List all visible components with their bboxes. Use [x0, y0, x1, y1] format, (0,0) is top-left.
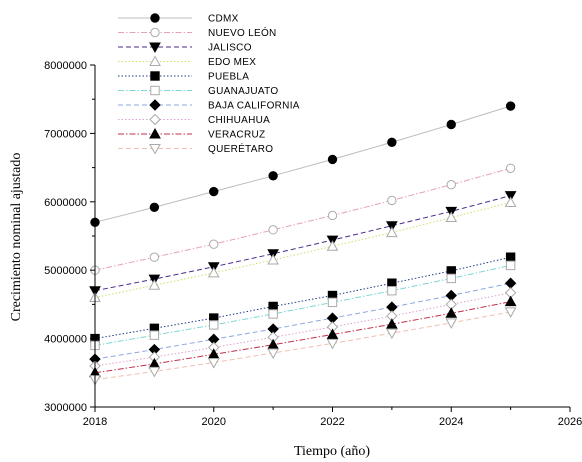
data-point [446, 180, 456, 190]
data-point [327, 154, 338, 165]
x-axis-title: Tiempo (año) [294, 444, 370, 459]
data-point [504, 295, 517, 307]
y-tick-label: 5000000 [44, 265, 87, 277]
data-point [268, 171, 278, 181]
data-point [149, 202, 160, 212]
legend-label: BAJA CALIFORNIA [208, 101, 300, 112]
data-point [148, 357, 161, 369]
legend-label: NUEVO LEÓN [208, 26, 277, 39]
data-point [209, 186, 219, 197]
x-tick-label: 2022 [320, 416, 344, 428]
legend-label: EDO MEX [208, 57, 256, 68]
y-tick-label: 7000000 [44, 128, 87, 140]
legend-label: VERACRUZ [208, 130, 265, 141]
data-point [267, 348, 279, 359]
data-point [149, 330, 160, 340]
x-tick-label: 2026 [558, 416, 582, 428]
legend-marker [150, 13, 160, 23]
data-point [268, 309, 278, 319]
data-point [387, 286, 397, 296]
data-point [207, 358, 220, 369]
legend-marker [149, 99, 161, 111]
data-point [326, 240, 339, 251]
legend-marker [149, 144, 161, 155]
legend-marker [150, 71, 160, 81]
legend-label: GUANAJUATO [208, 86, 278, 97]
series-line [94, 282, 511, 360]
legend-label: PUEBLA [208, 72, 249, 83]
x-tick-label: 2018 [83, 416, 107, 428]
y-axis-title: Crecimiento nominal ajustado [9, 153, 24, 322]
legend-label: CHIHUAHUA [208, 115, 270, 126]
data-point [148, 279, 161, 290]
legend-marker [149, 55, 161, 66]
data-point [504, 191, 517, 202]
legend-label: JALISCO [208, 43, 252, 54]
legend-label: CDMX [208, 14, 239, 25]
data-point [446, 273, 456, 284]
data-point [387, 137, 397, 147]
data-point [207, 266, 220, 278]
data-point [505, 163, 516, 173]
series-line [94, 301, 511, 374]
series-line [94, 256, 511, 340]
data-point [386, 226, 398, 238]
series-lines [94, 105, 511, 381]
data-point [386, 328, 398, 340]
series-line [94, 105, 511, 223]
series-line [94, 167, 511, 271]
data-point [504, 196, 517, 207]
legend-label: QUERÉTARO [208, 142, 273, 155]
data-point [445, 307, 458, 318]
x-tick-label: 2020 [202, 416, 226, 428]
data-point [268, 225, 278, 235]
data-point [148, 366, 161, 378]
y-tick-label: 8000000 [44, 60, 87, 72]
x-tick-label: 2024 [439, 416, 463, 428]
data-point [445, 318, 458, 329]
axes: 2018 2020 2022 2024 2026 3000000 4000000 500000… [44, 60, 582, 428]
series-line [94, 264, 511, 346]
series-line [94, 311, 511, 381]
data-point [386, 318, 398, 329]
data-point [445, 211, 458, 223]
data-point [267, 338, 279, 350]
data-point [209, 320, 219, 330]
series-line [94, 195, 511, 292]
y-tick-label: 6000000 [44, 197, 87, 209]
data-point [327, 210, 338, 221]
legend-marker [150, 85, 160, 96]
data-point [505, 252, 516, 262]
data-point [327, 297, 338, 308]
data-point [504, 307, 517, 318]
data-point [386, 221, 398, 232]
legend-marker [149, 42, 161, 54]
data-point [267, 253, 279, 265]
data-point [209, 239, 219, 249]
data-point [505, 260, 516, 271]
data-point [326, 338, 339, 350]
series-line [94, 292, 511, 367]
data-point [387, 195, 397, 206]
y-tick-label: 3000000 [44, 402, 87, 414]
data-point [326, 328, 339, 339]
legend-marker [150, 27, 160, 38]
series-line [94, 201, 511, 299]
data-point [149, 252, 160, 262]
data-point [504, 277, 517, 289]
series-markers [89, 101, 517, 386]
y-tick-label: 4000000 [44, 334, 87, 346]
data-point [505, 101, 516, 111]
data-point [446, 119, 456, 130]
legend-marker [149, 127, 161, 139]
legend-marker [149, 113, 161, 126]
